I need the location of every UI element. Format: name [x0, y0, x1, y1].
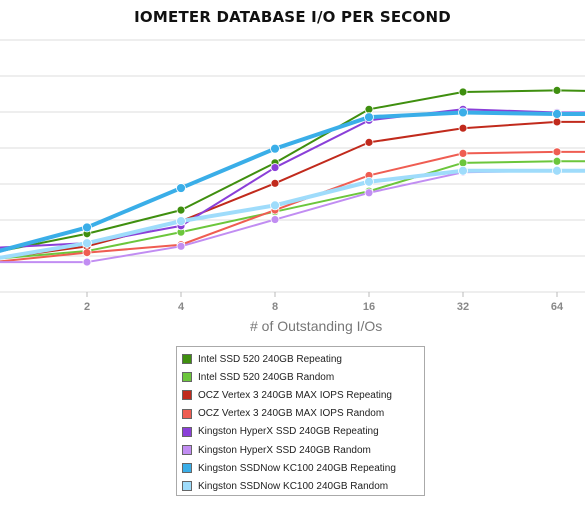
data-point	[270, 215, 280, 224]
legend-swatch	[182, 463, 192, 474]
series-line	[0, 160, 585, 260]
legend-label: Intel SSD 520 240GB Random	[198, 371, 335, 383]
data-point	[176, 183, 186, 193]
legend-swatch	[182, 390, 192, 401]
data-point	[552, 117, 562, 127]
legend-label: Kingston SSDNow KC100 240GB Repeating	[198, 462, 396, 474]
data-point	[270, 200, 280, 211]
data-point	[176, 205, 186, 215]
legend-item: Intel SSD 520 240GB Random	[182, 368, 424, 386]
data-point	[82, 257, 92, 267]
legend-item: Kingston HyperX SSD 240GB Repeating	[182, 423, 424, 441]
data-point	[552, 86, 562, 95]
data-point	[82, 248, 92, 258]
legend-label: OCZ Vertex 3 240GB MAX IOPS Random	[198, 408, 385, 420]
data-point	[458, 158, 468, 168]
x-axis: 2 4 8 16 32 64	[84, 292, 564, 313]
data-point	[458, 87, 468, 97]
legend-swatch	[182, 372, 192, 383]
data-point	[458, 107, 468, 118]
legend-label: OCZ Vertex 3 240GB MAX IOPS Repeating	[198, 389, 392, 401]
data-point	[82, 222, 92, 233]
legend-item: Kingston SSDNow KC100 240GB Repeating	[182, 459, 424, 477]
x-tick-label: 2	[84, 301, 90, 313]
chart-title: IOMETER DATABASE I/O PER SECOND	[134, 8, 451, 26]
data-point	[270, 178, 280, 188]
legend-item: Kingston HyperX SSD 240GB Random	[182, 441, 424, 459]
series-line	[0, 89, 585, 253]
x-tick-label: 64	[551, 301, 564, 313]
legend-item: OCZ Vertex 3 240GB MAX IOPS Random	[182, 405, 424, 423]
series-line	[0, 120, 585, 259]
data-point	[82, 238, 92, 249]
x-tick-label: 32	[457, 301, 469, 313]
legend-label: Kingston HyperX SSD 240GB Random	[198, 444, 371, 456]
data-point	[270, 163, 280, 172]
legend-swatch	[182, 445, 192, 456]
x-tick-label: 4	[178, 301, 185, 313]
data-point	[270, 143, 280, 154]
data-point	[458, 123, 468, 133]
series-lines	[0, 86, 585, 267]
legend-swatch	[182, 426, 192, 437]
legend-label: Kingston HyperX SSD 240GB Repeating	[198, 426, 379, 438]
series-7	[0, 165, 585, 260]
data-point	[364, 112, 374, 123]
data-point	[552, 147, 562, 157]
legend-item: Intel SSD 520 240GB Repeating	[182, 350, 424, 368]
data-point	[176, 216, 186, 227]
x-tick-label: 8	[272, 301, 278, 313]
legend-label: Intel SSD 520 240GB Repeating	[198, 353, 342, 365]
line-chart: 2 4 8 16 32 64	[0, 39, 585, 313]
data-point	[458, 165, 468, 176]
data-point	[364, 176, 374, 187]
legend-swatch	[182, 354, 192, 365]
x-tick-label: 16	[363, 301, 375, 313]
x-axis-label: # of Outstanding I/Os	[250, 318, 383, 334]
data-point	[176, 241, 186, 251]
data-point	[364, 137, 374, 147]
series-line	[0, 110, 585, 253]
data-point	[364, 188, 374, 198]
legend-swatch	[182, 408, 192, 419]
data-point	[458, 148, 468, 158]
series-6	[0, 107, 585, 253]
legend-item: OCZ Vertex 3 240GB MAX IOPS Repeating	[182, 386, 424, 404]
data-point	[552, 109, 562, 119]
legend-swatch	[182, 481, 192, 492]
legend-item: Kingston SSDNow KC100 240GB Random	[182, 477, 424, 495]
legend-label: Kingston SSDNow KC100 240GB Random	[198, 480, 389, 492]
legend: Intel SSD 520 240GB Repeating Intel SSD 5…	[176, 346, 425, 496]
series-line	[0, 168, 585, 260]
data-point	[552, 165, 562, 176]
data-point	[552, 156, 562, 166]
data-point	[364, 104, 374, 114]
